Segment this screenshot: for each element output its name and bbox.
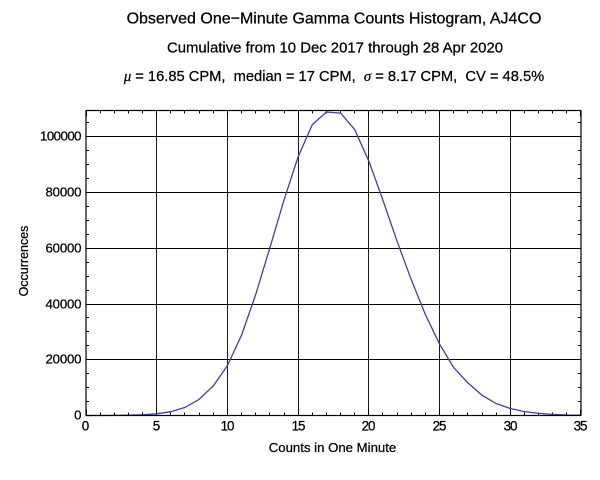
svg-text:100000: 100000 — [40, 129, 82, 144]
svg-text:20000: 20000 — [46, 352, 82, 367]
svg-text:40000: 40000 — [46, 297, 82, 312]
svg-text:35: 35 — [574, 419, 588, 434]
svg-text:30: 30 — [504, 419, 518, 434]
svg-text:15: 15 — [292, 419, 306, 434]
svg-text:0: 0 — [82, 419, 89, 434]
svg-text:5: 5 — [153, 419, 160, 434]
svg-text:Observed One−Minute Gamma Coun: Observed One−Minute Gamma Counts Histogr… — [127, 11, 542, 28]
svg-text:Cumulative from 10 Dec 2017 th: Cumulative from 10 Dec 2017 through 28 A… — [167, 41, 503, 57]
svg-text:25: 25 — [433, 419, 447, 434]
svg-text:Counts in One Minute: Counts in One Minute — [269, 440, 397, 455]
svg-text:20: 20 — [362, 419, 376, 434]
svg-text:10: 10 — [221, 419, 235, 434]
svg-text:Occurrences: Occurrences — [17, 226, 31, 297]
svg-text:60000: 60000 — [46, 241, 82, 256]
svg-text:0: 0 — [74, 408, 81, 423]
svg-text:80000: 80000 — [46, 185, 82, 200]
svg-text:μ = 16.85 CPM, median = 17 CP: μ = 16.85 CPM, median = 17 CPM, σ = 8.17… — [123, 69, 544, 85]
